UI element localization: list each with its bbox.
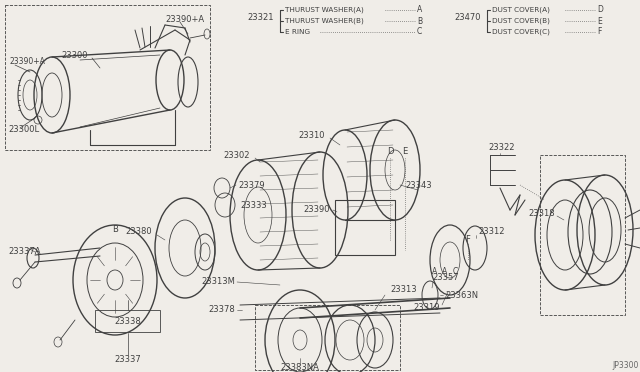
- Text: 23357: 23357: [432, 273, 459, 282]
- Text: 23378: 23378: [208, 305, 235, 314]
- Text: E: E: [403, 148, 408, 157]
- Text: 23322: 23322: [488, 144, 515, 153]
- Text: D: D: [597, 6, 603, 15]
- Text: F: F: [597, 28, 602, 36]
- Text: A: A: [433, 267, 438, 276]
- Text: 23470: 23470: [454, 13, 481, 22]
- Text: 23300: 23300: [61, 51, 88, 60]
- Text: F: F: [465, 235, 470, 244]
- Text: 23343: 23343: [405, 180, 431, 189]
- Text: 23313M: 23313M: [201, 278, 235, 286]
- Text: 23390: 23390: [303, 205, 330, 215]
- Text: DUST COVER(B): DUST COVER(B): [492, 18, 550, 24]
- Text: DUST COVER(C): DUST COVER(C): [492, 29, 550, 35]
- Text: A: A: [417, 6, 422, 15]
- Text: 23390+A: 23390+A: [10, 58, 46, 67]
- Text: 23318: 23318: [529, 208, 555, 218]
- Text: A: A: [442, 267, 447, 276]
- Text: 23302: 23302: [223, 151, 250, 160]
- Bar: [255, 305, 400, 370]
- Text: THURUST WASHER(A): THURUST WASHER(A): [285, 7, 364, 13]
- Text: 23363N: 23363N: [445, 291, 478, 299]
- Text: 23338: 23338: [115, 317, 141, 326]
- Text: THURUST WASHER(B): THURUST WASHER(B): [285, 18, 364, 24]
- Text: 23383NA: 23383NA: [280, 363, 319, 372]
- Text: 23390+A: 23390+A: [165, 15, 205, 23]
- Text: 23337: 23337: [115, 356, 141, 365]
- Text: E RING: E RING: [285, 29, 310, 35]
- Text: 23310: 23310: [298, 131, 325, 140]
- Text: C: C: [417, 28, 422, 36]
- Text: B: B: [112, 225, 118, 234]
- Text: 23319: 23319: [413, 304, 440, 312]
- Text: C: C: [452, 267, 458, 276]
- Text: 23333: 23333: [240, 201, 267, 209]
- Bar: [540, 155, 625, 315]
- Text: B: B: [417, 16, 422, 26]
- Text: 23312: 23312: [478, 228, 504, 237]
- Bar: [5, 5, 210, 150]
- Bar: [95, 310, 160, 332]
- Text: 23379: 23379: [238, 180, 264, 189]
- Text: 23300L: 23300L: [8, 125, 39, 135]
- Text: E: E: [597, 16, 602, 26]
- Bar: [335, 200, 395, 255]
- Text: 23380: 23380: [125, 228, 152, 237]
- Text: 23321: 23321: [248, 13, 274, 22]
- Text: 23337A: 23337A: [8, 247, 40, 257]
- Text: JP3300: JP3300: [612, 360, 638, 369]
- Text: DUST COVER(A): DUST COVER(A): [492, 7, 550, 13]
- Text: D: D: [387, 148, 393, 157]
- Text: 23313: 23313: [390, 285, 417, 295]
